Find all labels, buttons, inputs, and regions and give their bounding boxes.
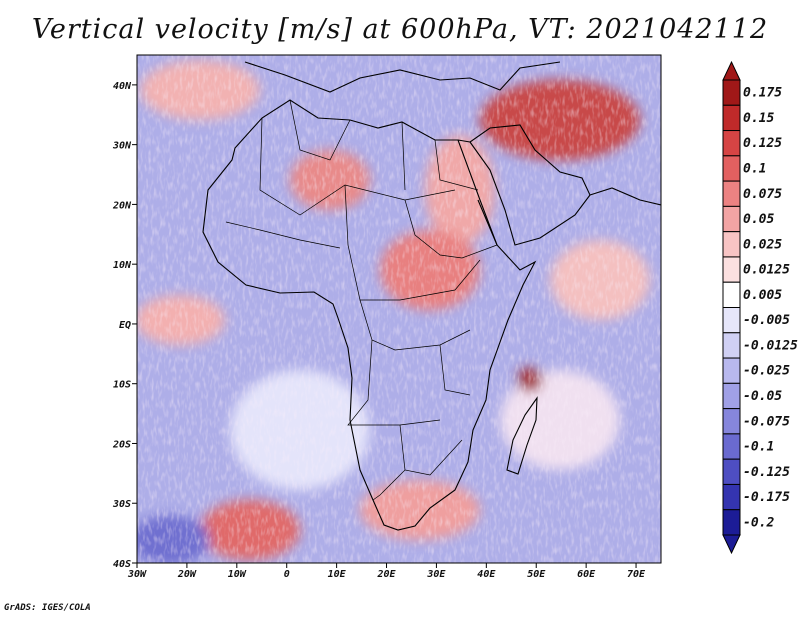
asia-coastline [589, 187, 661, 206]
lon-tick-label: 20W [177, 569, 197, 580]
chart-title: Vertical velocity [m/s] at 600hPa, VT: 2… [31, 14, 769, 45]
colorbar-box [722, 307, 741, 334]
colorbar-label: -0.005 [743, 313, 790, 328]
colorbar-label: -0.175 [743, 490, 790, 505]
colorbar-box [722, 433, 741, 460]
colorbar-top-triangle [722, 60, 741, 81]
colorbar-label: -0.125 [743, 465, 790, 480]
lon-tick-label: 10E [328, 569, 347, 580]
colorbar-label: 0.0125 [743, 263, 790, 278]
lon-tick-label: 0 [284, 569, 290, 580]
colorbar-box [722, 458, 741, 485]
velocity-field [137, 55, 661, 563]
colorbar-label: 0.175 [743, 86, 782, 101]
field-texture [137, 55, 661, 563]
colorbar-label: -0.05 [743, 389, 782, 404]
colorbar-label: 0.125 [743, 136, 782, 151]
colorbar-box [722, 79, 741, 106]
lat-tick-label: 30N [112, 141, 132, 152]
lon-tick-label: 50E [527, 569, 546, 580]
lat-tick-label: 20N [112, 200, 132, 211]
colorbar-box [722, 281, 741, 309]
europe-coastline [244, 61, 561, 93]
lat-tick-label: 40S [113, 559, 131, 570]
colorbar-box [722, 408, 741, 435]
lon-tick-label: 40E [477, 569, 496, 580]
coastlines [202, 61, 661, 531]
lon-tick-label: 70E [627, 569, 646, 580]
colorbar: 0.175 0.15 0.125 0.1 0.075 0.05 0.025 0.0125 0.0… [722, 60, 798, 555]
lon-tick-label: 30E [426, 569, 446, 580]
red-sea-coastline [457, 139, 498, 246]
colorbar-label: 0.005 [743, 288, 782, 303]
colorbar-box [722, 357, 741, 384]
colorbar-bottom-triangle [722, 534, 741, 555]
colorbar-box [722, 231, 741, 258]
lon-tick-label: 30W [127, 569, 147, 580]
map-axes: 30W 20W 10W 0 10E 20E 30E 40E 50E 60E 70E 40N 30N 20N… [112, 81, 646, 580]
lon-tick-label: 60E [577, 569, 596, 580]
madagascar-coastline [506, 396, 538, 475]
colorbar-box [722, 332, 741, 359]
colorbar-label: 0.15 [743, 111, 774, 126]
lat-tick-label: 40N [113, 81, 132, 92]
colorbar-box [722, 155, 741, 182]
colorbar-box [722, 256, 741, 283]
map-frame [136, 54, 662, 564]
lat-tick-label: 10S [113, 380, 131, 391]
colorbar-label: -0.0125 [743, 338, 798, 353]
lat-tick-label: 30S [112, 499, 131, 510]
colorbar-box [722, 180, 741, 207]
colorbar-label: -0.1 [743, 440, 774, 455]
colorbar-box [722, 382, 741, 410]
lon-tick-label: 20E [376, 569, 396, 580]
colorbar-label: -0.075 [743, 414, 790, 429]
colorbar-label: 0.05 [743, 212, 774, 227]
lat-tick-label: 20S [112, 439, 131, 450]
grads-credit: GrADS: IGES/COLA [4, 603, 91, 613]
africa-coastline [202, 99, 537, 531]
colorbar-box [722, 104, 741, 132]
lat-tick-label: 10N [113, 260, 132, 271]
colorbar-label: -0.025 [743, 364, 790, 379]
lon-tick-label: 10W [228, 569, 247, 580]
colorbar-label: 0.1 [743, 161, 766, 176]
country-borders [225, 99, 498, 501]
colorbar-label: 0.025 [743, 237, 782, 252]
colorbar-box [722, 509, 741, 536]
colorbar-label: -0.2 [743, 515, 774, 530]
colorbar-box [722, 205, 741, 233]
colorbar-box [722, 483, 741, 511]
colorbar-box [722, 130, 741, 157]
colorbar-label: 0.075 [743, 187, 782, 202]
lat-tick-label: EQ [119, 320, 131, 331]
